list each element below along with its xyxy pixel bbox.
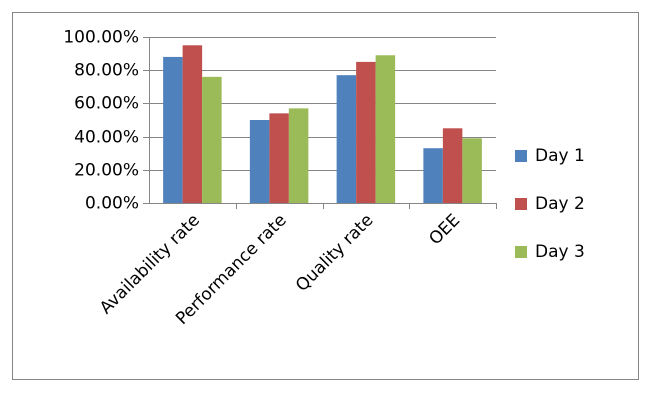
legend-swatch [515, 246, 527, 258]
bar-day-2 [182, 45, 203, 203]
bar-day-1 [336, 75, 357, 203]
legend-label: Day 2 [535, 194, 585, 214]
bar-day-3 [375, 55, 396, 204]
bar-day-1 [423, 148, 443, 203]
y-tick-label: 100.00% [63, 28, 139, 48]
bar-day-2 [356, 61, 376, 204]
axes [143, 37, 497, 209]
legend-swatch [515, 198, 527, 210]
y-tick-label: 0.00% [85, 194, 139, 214]
y-tick-label: 40.00% [74, 128, 139, 148]
legend-label: Day 3 [535, 242, 585, 262]
legend-label: Day 1 [535, 146, 585, 166]
y-tick-label: 80.00% [74, 61, 139, 81]
bar-day-3 [202, 76, 222, 203]
bars [163, 45, 482, 204]
bar-day-1 [249, 120, 270, 203]
bar-day-2 [442, 128, 463, 203]
legend: Day 1 Day 2 Day 3 [515, 146, 585, 262]
bar-day-2 [269, 113, 289, 203]
y-axis-ticks: 0.00% 20.00% 40.00% 60.00% 80.00% 100.00% [63, 28, 139, 214]
y-tick-label: 60.00% [74, 94, 139, 114]
chart-border [12, 12, 639, 380]
y-tick-label: 20.00% [74, 161, 139, 181]
legend-swatch [515, 150, 527, 162]
bar-day-3 [288, 108, 309, 203]
bar-day-3 [462, 138, 482, 203]
bar-day-1 [163, 56, 183, 203]
